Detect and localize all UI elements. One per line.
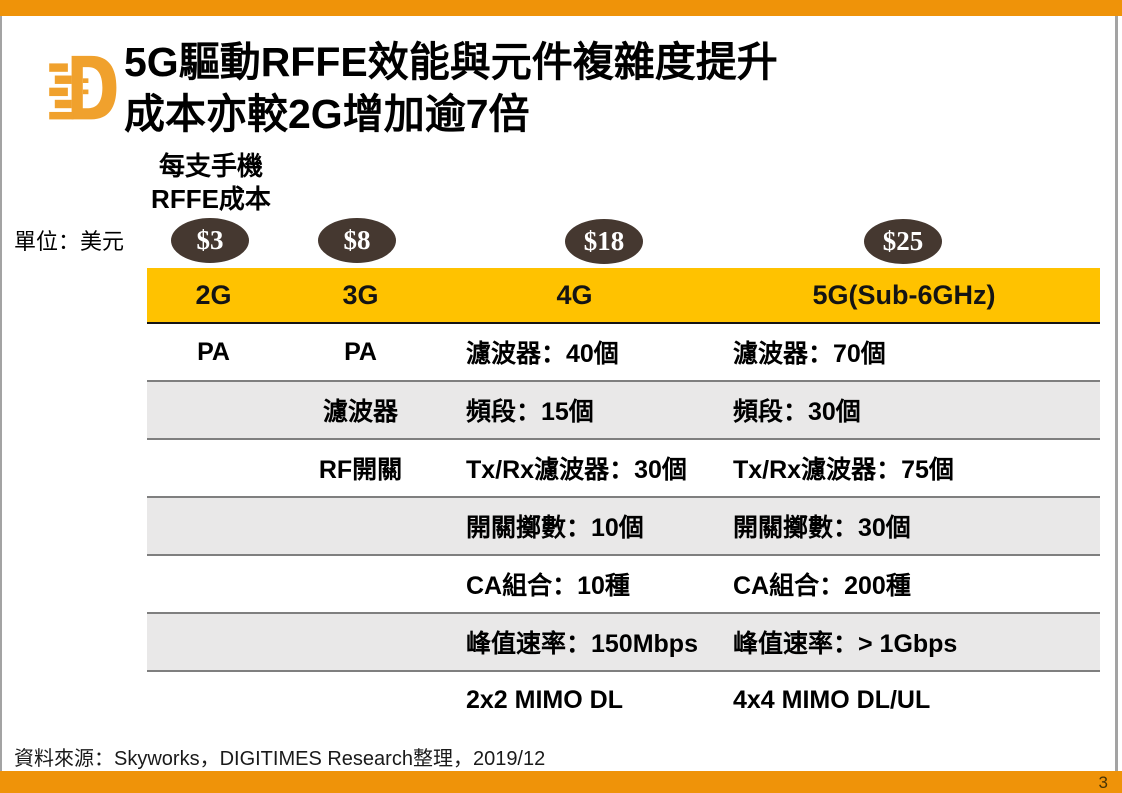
cost-badge: $8 <box>318 218 396 263</box>
table-cell <box>280 497 441 555</box>
rffe-comparison-table: 2G 3G 4G 5G(Sub-6GHz) PA PA 濾波器：40個 濾波器：70個濾波器… <box>147 268 1100 728</box>
digitimes-logo-icon <box>49 55 117 120</box>
cost-badge: $3 <box>171 218 249 263</box>
table-header-row: 2G 3G 4G 5G(Sub-6GHz) <box>147 268 1100 324</box>
table-cell: RF開關 <box>318 456 403 484</box>
table-cell <box>147 555 280 613</box>
rffe-cost-label-line1: 每支手機 <box>158 151 263 181</box>
table-cell: Tx/Rx濾波器：75個 <box>733 456 954 484</box>
table-row: 2x2 MIMO DL 4x4 MIMO DL/UL <box>147 671 1100 728</box>
table-cell: 濾波器 <box>322 398 398 426</box>
table-cell <box>280 671 441 728</box>
slide-title-line1: 5G驅動RFFE效能與元件複雜度提升 <box>124 39 778 85</box>
table-cell: PA <box>197 337 230 366</box>
top-accent-bar <box>0 0 1122 16</box>
bottom-accent-bar: 3 <box>0 771 1122 793</box>
slide-right-edge <box>1115 16 1118 771</box>
table-cell: Tx/Rx濾波器：30個 <box>466 456 687 484</box>
table-cell: 濾波器：70個 <box>733 340 886 368</box>
rffe-cost-label-line2: RFFE成本 <box>151 184 271 214</box>
rffe-cost-label: 每支手機 RFFE成本 <box>142 150 280 216</box>
table-cell: 開關擲數：10個 <box>466 514 644 542</box>
table-row: 峰值速率：150Mbps 峰值速率：> 1Gbps <box>147 613 1100 671</box>
table-cell: 頻段：30個 <box>733 398 861 426</box>
table-row: PA PA 濾波器：40個 濾波器：70個 <box>147 323 1100 381</box>
table-cell <box>280 613 441 671</box>
table-cell: 4x4 MIMO DL/UL <box>733 685 931 714</box>
table-cell <box>147 439 280 497</box>
table-cell: PA <box>344 337 377 366</box>
table-cell <box>147 381 280 439</box>
table-column-header: 3G <box>280 268 441 324</box>
slide-title: 5G驅動RFFE效能與元件複雜度提升 成本亦較2G增加逾7倍 <box>124 36 778 140</box>
table-row: 開關擲數：10個 開關擲數：30個 <box>147 497 1100 555</box>
table-cell <box>147 497 280 555</box>
slide-title-line2: 成本亦較2G增加逾7倍 <box>124 91 530 137</box>
table-row: RF開關 Tx/Rx濾波器：30個 Tx/Rx濾波器：75個 <box>147 439 1100 497</box>
table-cell: 峰值速率：> 1Gbps <box>733 630 958 658</box>
table-cell <box>280 555 441 613</box>
page-number: 3 <box>1098 773 1108 792</box>
table-cell: CA組合：10種 <box>466 572 630 600</box>
table-cell: 2x2 MIMO DL <box>466 685 623 714</box>
source-note: 資料來源：Skyworks，DIGITIMES Research整理，2019/… <box>14 748 546 770</box>
table-body: PA PA 濾波器：40個 濾波器：70個濾波器 頻段：15個 頻段：30個 RF開關 Tx/… <box>147 323 1100 728</box>
table-cell: 開關擲數：30個 <box>733 514 911 542</box>
table-column-header: 2G <box>147 268 280 324</box>
slide-left-edge <box>0 16 2 771</box>
table-cell <box>147 613 280 671</box>
table-row: CA組合：10種 CA組合：200種 <box>147 555 1100 613</box>
table-row: 濾波器 頻段：15個 頻段：30個 <box>147 381 1100 439</box>
table-cell: 濾波器：40個 <box>466 340 619 368</box>
unit-label: 單位：美元 <box>14 229 125 254</box>
table-column-header: 4G <box>441 268 708 324</box>
cost-badge: $25 <box>864 219 942 264</box>
table-cell <box>147 671 280 728</box>
table-column-header: 5G(Sub-6GHz) <box>708 268 1100 324</box>
table-cell: CA組合：200種 <box>733 572 911 600</box>
cost-badge: $18 <box>565 219 643 264</box>
table-cell: 峰值速率：150Mbps <box>466 630 698 658</box>
table-cell: 頻段：15個 <box>466 398 594 426</box>
